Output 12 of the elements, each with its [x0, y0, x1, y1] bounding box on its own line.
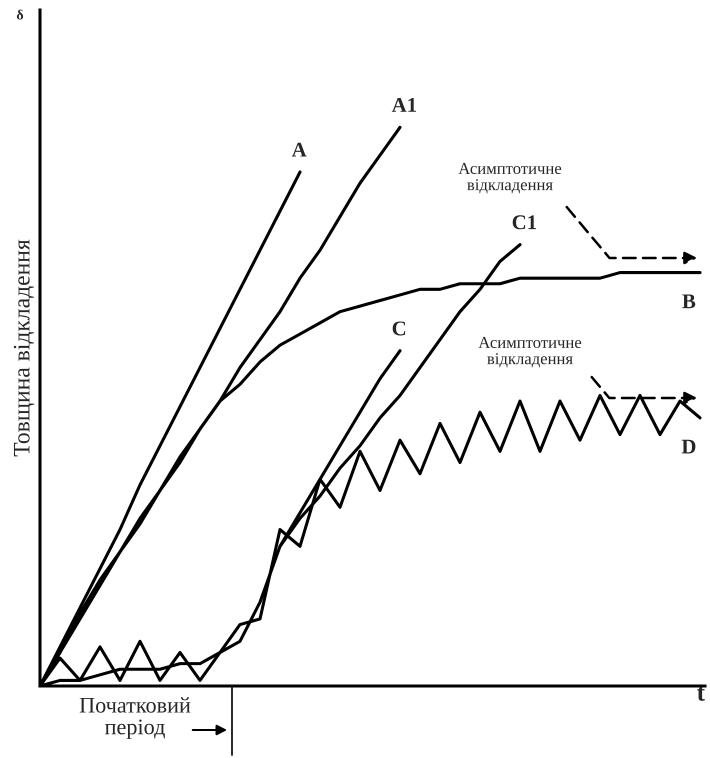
series-label: C — [392, 321, 406, 336]
text: δ — [16, 10, 24, 20]
text: Початковий період — [80, 697, 190, 739]
series-label: D — [682, 440, 696, 454]
series-label: B — [682, 294, 696, 308]
series-label: C1 — [512, 215, 536, 230]
x-axis-title: t — [697, 686, 705, 701]
annotation: Асимптотичне відкладення — [478, 336, 582, 368]
series-label: A — [292, 142, 307, 156]
y-axis-title: Товщина відкладення — [14, 240, 34, 456]
annotation: Асимптотичне відкладення — [458, 162, 562, 194]
series-label: A1 — [392, 98, 416, 112]
